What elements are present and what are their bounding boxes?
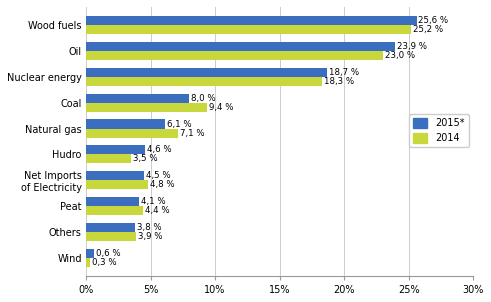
- Text: 3,9 %: 3,9 %: [138, 232, 163, 241]
- Bar: [86, 51, 383, 60]
- Text: 9,4 %: 9,4 %: [209, 103, 234, 112]
- Text: 8,0 %: 8,0 %: [191, 94, 216, 103]
- Text: 0,6 %: 0,6 %: [96, 249, 120, 258]
- Text: 25,2 %: 25,2 %: [413, 25, 443, 34]
- Bar: [86, 94, 190, 103]
- Text: 23,9 %: 23,9 %: [397, 42, 427, 51]
- Bar: [86, 103, 207, 112]
- Bar: [86, 232, 136, 241]
- Text: 6,1 %: 6,1 %: [166, 120, 191, 129]
- Text: 4,5 %: 4,5 %: [146, 171, 171, 180]
- Text: 3,8 %: 3,8 %: [137, 223, 162, 232]
- Bar: [86, 180, 148, 189]
- Bar: [86, 42, 395, 51]
- Text: 3,5 %: 3,5 %: [133, 154, 158, 163]
- Text: 4,6 %: 4,6 %: [147, 145, 172, 154]
- Bar: [86, 223, 135, 232]
- Bar: [86, 197, 139, 206]
- Bar: [86, 120, 165, 129]
- Text: 4,4 %: 4,4 %: [145, 206, 169, 215]
- Bar: [86, 145, 145, 154]
- Bar: [86, 154, 131, 163]
- Bar: [86, 171, 144, 180]
- Bar: [86, 77, 322, 86]
- Text: 25,6 %: 25,6 %: [418, 16, 449, 25]
- Bar: [86, 258, 90, 267]
- Text: 4,8 %: 4,8 %: [150, 180, 174, 189]
- Bar: [86, 16, 416, 25]
- Bar: [86, 249, 94, 258]
- Text: 7,1 %: 7,1 %: [180, 129, 204, 138]
- Legend: 2015*, 2014: 2015*, 2014: [409, 114, 468, 147]
- Bar: [86, 206, 143, 215]
- Text: 18,7 %: 18,7 %: [329, 68, 359, 77]
- Bar: [86, 25, 411, 34]
- Text: 0,3 %: 0,3 %: [92, 258, 116, 267]
- Bar: [86, 68, 327, 77]
- Text: 23,0 %: 23,0 %: [385, 51, 415, 60]
- Text: 4,1 %: 4,1 %: [141, 197, 165, 206]
- Text: 18,3 %: 18,3 %: [324, 77, 355, 86]
- Bar: [86, 129, 178, 138]
